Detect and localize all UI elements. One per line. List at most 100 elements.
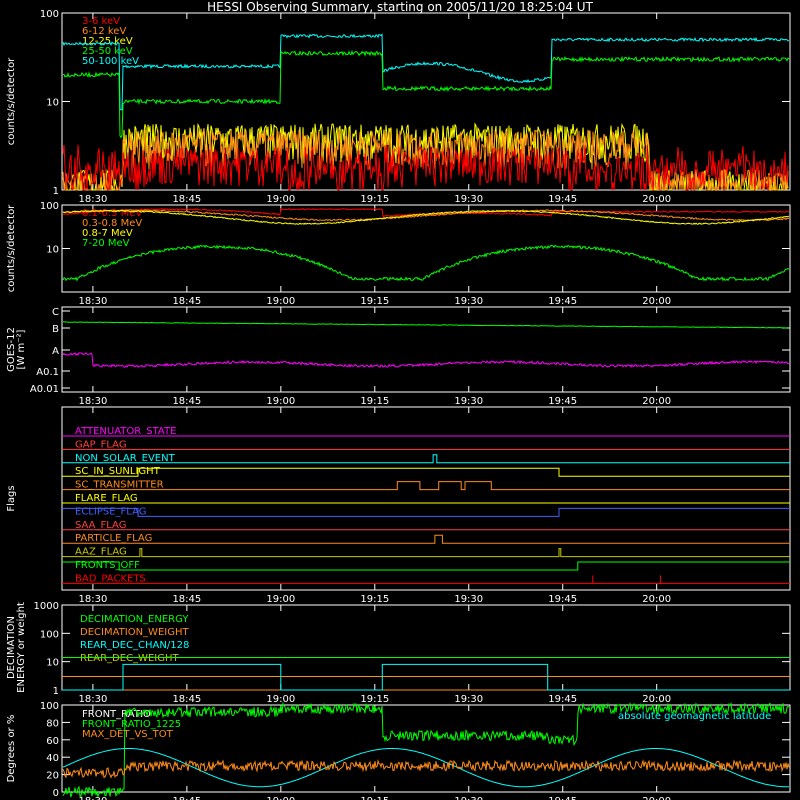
- flag-label: AAZ_FLAG: [75, 547, 127, 558]
- flag-line: [62, 548, 790, 558]
- series-line-50-100kev: [62, 33, 790, 111]
- y-tick-label: 100: [40, 201, 59, 212]
- flag-label: SC_TRANSMITTER: [75, 480, 164, 491]
- time-tick-label: 18:30: [78, 796, 107, 800]
- time-tick-label: 19:45: [548, 796, 577, 800]
- time-tick-label: 19:45: [548, 396, 577, 407]
- legend-entry: REAR_DEC_CHAN/128: [80, 640, 189, 651]
- series-line-front-ratio-1225: [62, 701, 790, 799]
- flag-label: SAA_FLAG: [75, 520, 126, 531]
- legend-entry: 3-6 keV: [82, 16, 120, 27]
- time-tick-label: 18:30: [78, 396, 107, 407]
- y-tick-label: 0: [53, 788, 59, 799]
- time-tick-label: 20:00: [642, 796, 671, 800]
- y-tick-label: C: [52, 307, 59, 318]
- series-line-7-20mev: [62, 244, 790, 282]
- legend-entry: FRONT_RATIO_1225: [82, 719, 181, 730]
- time-tick-label: 19:30: [454, 194, 483, 205]
- legend-entry: 0.3-0.8 MeV: [82, 218, 142, 229]
- y-axis-label: [W m⁻²]: [16, 329, 27, 369]
- time-tick-label: 19:15: [360, 594, 389, 605]
- time-tick-label: 19:15: [360, 396, 389, 407]
- flag-label: NON_SOLAR_EVENT: [75, 453, 176, 464]
- time-tick-label: 19:45: [548, 594, 577, 605]
- y-tick-label: 60: [46, 736, 59, 747]
- time-tick-label: 19:45: [548, 296, 577, 307]
- y-axis-label: ENERGY or weight: [16, 602, 27, 693]
- time-tick-label: 18:30: [78, 594, 107, 605]
- y-tick-label: 100: [40, 701, 59, 712]
- flag-label: FRONTS_OFF: [75, 560, 140, 571]
- time-tick-label: 19:00: [266, 796, 295, 800]
- panel-frame-6: [61, 704, 791, 793]
- time-tick-label: 19:30: [454, 396, 483, 407]
- y-tick-label: 10: [46, 98, 59, 109]
- y-tick-label: 40: [46, 753, 59, 764]
- y-axis-label: DECIMATION: [6, 616, 17, 679]
- flag-label: FLARE_FLAG: [75, 493, 138, 504]
- time-tick-label: 18:45: [172, 194, 201, 205]
- time-tick-label: 19:15: [360, 194, 389, 205]
- time-tick-label: 20:00: [642, 694, 671, 705]
- time-tick-label: 19:15: [360, 796, 389, 800]
- time-tick-label: 19:00: [266, 694, 295, 705]
- time-tick-label: 18:30: [78, 694, 107, 705]
- y-tick-label: 1000: [34, 601, 59, 612]
- time-tick-label: 19:30: [454, 594, 483, 605]
- annotation-geomagnetic-latitude: absolute geomagnetic latitude: [618, 711, 771, 722]
- legend-entry: FRONT_RATIO: [82, 709, 151, 720]
- flag-label: ECLIPSE_FLAG: [75, 506, 146, 517]
- series-line-max-det-vs-tot: [62, 759, 790, 779]
- time-tick-label: 18:45: [172, 796, 201, 800]
- flag-line: [62, 454, 790, 464]
- time-tick-label: 18:30: [78, 194, 107, 205]
- time-tick-label: 18:45: [172, 396, 201, 407]
- legend-entry: 12-25 keV: [82, 36, 133, 47]
- time-tick-label: 19:15: [360, 694, 389, 705]
- time-tick-label: 20:00: [642, 194, 671, 205]
- y-tick-label: 20: [46, 771, 59, 782]
- series-line-0.8-7mev: [62, 209, 790, 225]
- y-tick-label: A0.1: [36, 367, 59, 378]
- time-tick-label: 19:45: [548, 194, 577, 205]
- y-tick-label: 100: [40, 9, 59, 20]
- flag-line: [62, 467, 790, 477]
- legend-entry: 0.8-7 MeV: [82, 228, 133, 239]
- page-title: HESSI Observing Summary, starting on 200…: [207, 0, 593, 14]
- y-tick-label: 1: [53, 686, 59, 697]
- time-tick-label: 20:00: [642, 594, 671, 605]
- time-tick-label: 19:00: [266, 594, 295, 605]
- time-tick-label: 19:00: [266, 194, 295, 205]
- legend-entry: REAR_DEC_WEIGHT: [80, 653, 179, 664]
- time-tick-label: 19:30: [454, 796, 483, 800]
- flag-label: ATTENUATOR_STATE: [75, 426, 176, 437]
- series-line-0.1-0.3mev: [62, 207, 790, 218]
- time-tick-label: 18:45: [172, 594, 201, 605]
- y-tick-label: A: [52, 346, 59, 357]
- legend-entry: 50-100 keV: [82, 56, 139, 67]
- time-tick-label: 18:45: [172, 296, 201, 307]
- y-tick-label: B: [52, 324, 59, 335]
- legend-entry: 6-12 keV: [82, 26, 126, 37]
- series-line-0.3-0.8mev: [62, 209, 790, 222]
- time-tick-label: 20:00: [642, 396, 671, 407]
- flag-line: [62, 561, 790, 571]
- y-tick-label: 1: [53, 186, 59, 197]
- flag-label: SC_IN_SUNLIGHT: [75, 466, 161, 477]
- time-tick-label: 20:00: [642, 296, 671, 307]
- legend-entry: DECIMATION_WEIGHT: [80, 627, 189, 638]
- y-tick-label: 80: [46, 718, 59, 729]
- series-line-12-25kev: [62, 144, 789, 191]
- panel-frame-4: [61, 406, 791, 591]
- flag-line: [62, 534, 790, 544]
- legend-entry: 7-20 MeV: [82, 238, 130, 249]
- y-axis-label: Degrees or %: [6, 715, 17, 783]
- y-axis-label: counts/s/detector: [6, 57, 17, 145]
- legend-entry: MAX_DET_VS_TOT: [82, 729, 174, 740]
- y-tick-label: 100: [40, 629, 59, 640]
- goes-long-channel: [62, 321, 790, 329]
- time-tick-label: 19:00: [266, 296, 295, 307]
- time-tick-label: 19:30: [454, 296, 483, 307]
- flag-label: GAP_FLAG: [75, 439, 127, 450]
